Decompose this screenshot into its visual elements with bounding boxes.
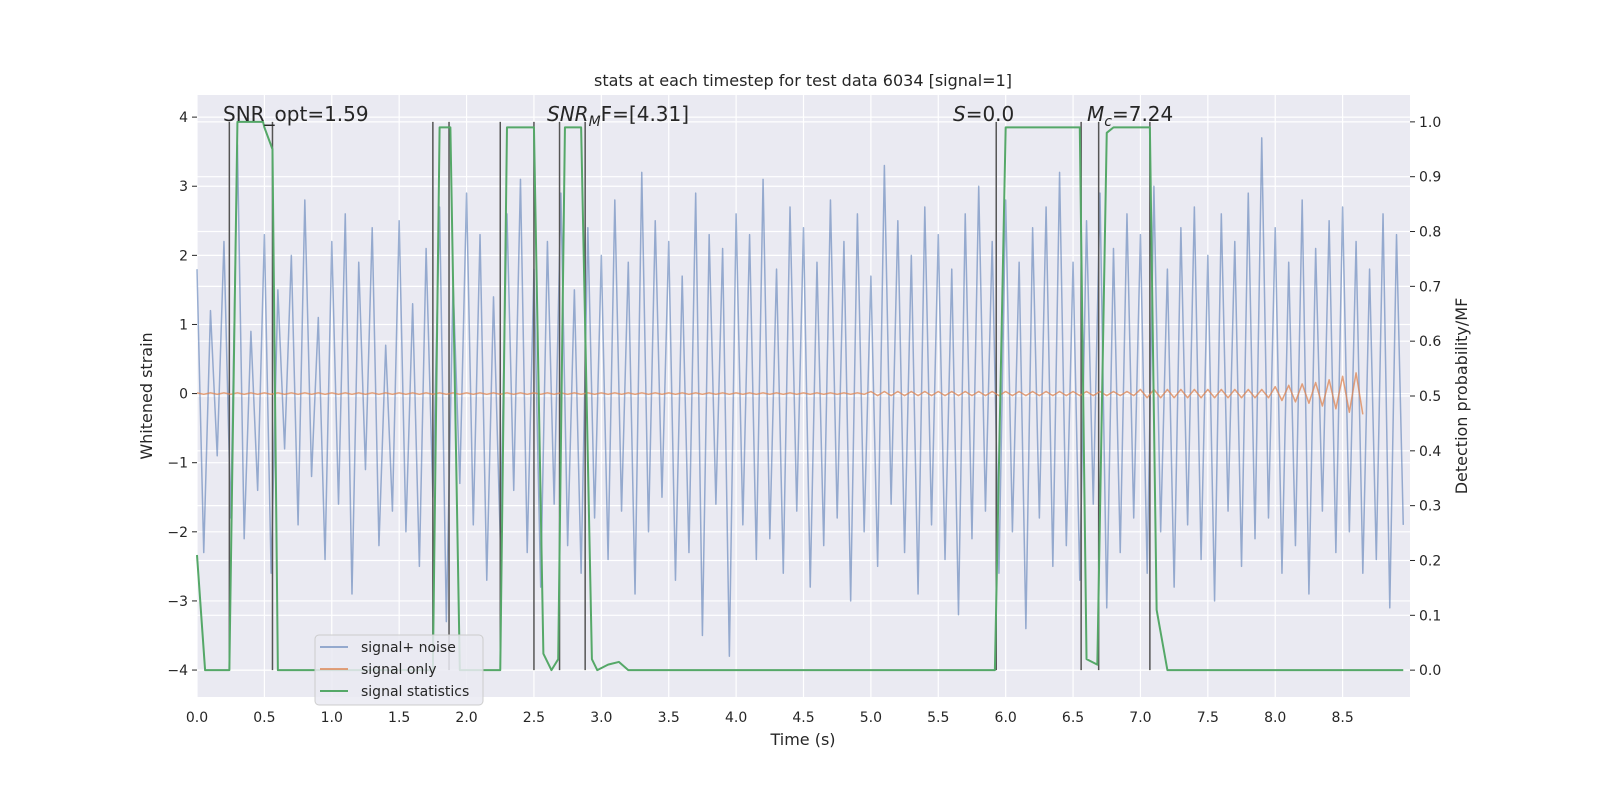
chart-title: stats at each timestep for test data 603… [594,71,1012,90]
annotation-tail: F=[4.31] [601,102,689,126]
y-tick-label: 0 [179,387,188,403]
annotation-subscript: c [1104,114,1112,130]
y-tick-label: −3 [167,594,188,610]
y2-tick-label: 0.7 [1419,279,1441,295]
y2-tick-label: 0.4 [1419,444,1441,460]
series-line [196,137,1405,657]
y2-tick-label: 0.9 [1419,170,1441,186]
x-tick-label: 6.0 [995,710,1017,726]
x-tick-label: 4.0 [725,710,747,726]
overlay: 0.0 0.5 1.0 1.5 2.0 2.5 3.0 3.5 4.0 4.5 5.0 5.5 6.0 6… [167,102,1441,726]
y2-tick-label: 0.8 [1419,225,1441,241]
y-tick-label: 4 [179,110,188,126]
x-tick-label: 2.0 [455,710,477,726]
x-tick-label: 6.5 [1062,710,1084,726]
y-tick-label: −4 [167,663,188,679]
x-tick-label: 7.5 [1197,710,1219,726]
y2-tick-label: 0.3 [1419,499,1441,515]
legend-box [314,634,484,706]
x-tick-label: 8.5 [1331,710,1353,726]
annotation: SNR_opt=1.59 [223,102,369,126]
annotation: S=0.0 [953,102,1014,126]
x-tick-label: 8.0 [1264,710,1286,726]
x-tick-label: 3.5 [658,710,680,726]
legend-label: signal only [361,662,436,678]
series-line [196,372,1364,415]
x-tick-label: 4.5 [792,710,814,726]
annotation-subscript: M [589,114,601,130]
x-tick-label: 0.0 [186,710,208,726]
y-tick-label: −2 [167,525,188,541]
annotation-text: M [1087,102,1104,126]
annotation: Mc=7.24 [1087,102,1173,130]
y-tick-label: 2 [179,248,188,264]
x-tick-label: 0.5 [253,710,275,726]
y-axis-label: Whitened strain [137,332,156,459]
legend-label: signal+ noise [361,640,456,656]
annotation-text: SNR_opt=1.59 [223,102,369,126]
x-tick-label: 1.0 [321,710,343,726]
y2-tick-label: 0.2 [1419,553,1441,569]
y-tick-label: 1 [179,317,188,333]
annotation-tail: =0.0 [966,102,1015,126]
x-tick-label: 3.0 [590,710,612,726]
annotation-tail: =7.24 [1112,102,1173,126]
x-tick-label: 1.5 [388,710,410,726]
y2-tick-label: 0.6 [1419,334,1441,350]
y2-tick-label: 0.0 [1419,663,1441,679]
y2-tick-label: 1.0 [1419,115,1441,131]
annotation: SNRMF=[4.31] [547,102,689,130]
annotation-text: SNR [547,102,589,126]
y-tick-label: 3 [179,179,188,195]
x-tick-label: 2.5 [523,710,545,726]
x-tick-label: 5.5 [927,710,949,726]
y-tick-label: −1 [167,456,188,472]
y2-tick-label: 0.5 [1419,389,1441,405]
legend-label: signal statistics [361,684,469,700]
x-axis-label: Time (s) [769,730,835,749]
annotation-text: S [953,102,966,126]
x-tick-label: 7.0 [1129,710,1151,726]
y2-tick-label: 0.1 [1419,608,1441,624]
series-line [196,120,1404,672]
y2-axis-label: Detection probability/MF [1452,298,1471,495]
x-tick-label: 5.0 [860,710,882,726]
